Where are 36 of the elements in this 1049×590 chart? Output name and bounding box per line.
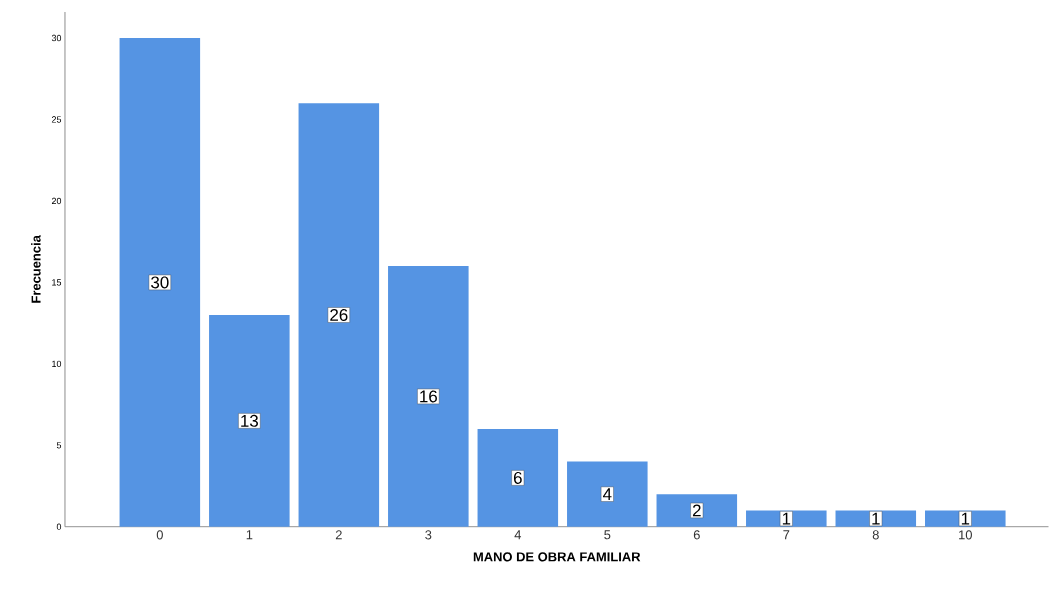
data-label: 26 (330, 309, 348, 322)
data-label: 1 (961, 512, 970, 525)
data-label: 13 (241, 415, 258, 427)
x-axis-title: MANO DE OBRA FAMILIAR (473, 552, 641, 562)
data-label: 1 (782, 512, 791, 525)
data-label: 4 (602, 488, 612, 501)
x-tick-label: 4 (514, 530, 522, 540)
bar (477, 429, 559, 527)
data-label: 6 (513, 472, 522, 485)
data-label: 30 (151, 276, 169, 289)
y-tick-label: 15 (52, 279, 62, 286)
bar (298, 103, 380, 527)
x-tick-label: 8 (872, 530, 879, 540)
data-label: 1 (872, 512, 880, 525)
x-tick-label: 5 (604, 530, 611, 540)
data-label: 2 (692, 504, 701, 517)
y-axis-title: Frecuencia (31, 235, 41, 303)
x-tick-label: 10 (959, 530, 972, 540)
y-tick-label: 0 (56, 523, 62, 531)
x-tick-label: 1 (246, 530, 253, 540)
x-tick-label: 7 (783, 530, 790, 540)
y-tick-label: 25 (51, 116, 62, 123)
x-tick-label: 3 (425, 530, 432, 540)
bar (567, 461, 648, 527)
bar (656, 494, 738, 527)
bar (388, 266, 469, 527)
data-label: 16 (420, 390, 437, 403)
y-tick-label: 30 (51, 35, 62, 42)
x-tick-label: 6 (693, 530, 700, 540)
y-tick-label: 10 (52, 360, 62, 368)
bar (119, 38, 201, 527)
bar (209, 315, 290, 527)
x-tick-label: 0 (156, 530, 163, 540)
y-tick-label: 5 (56, 442, 62, 449)
x-tick-label: 2 (335, 530, 342, 540)
y-tick-label: 20 (51, 197, 62, 205)
